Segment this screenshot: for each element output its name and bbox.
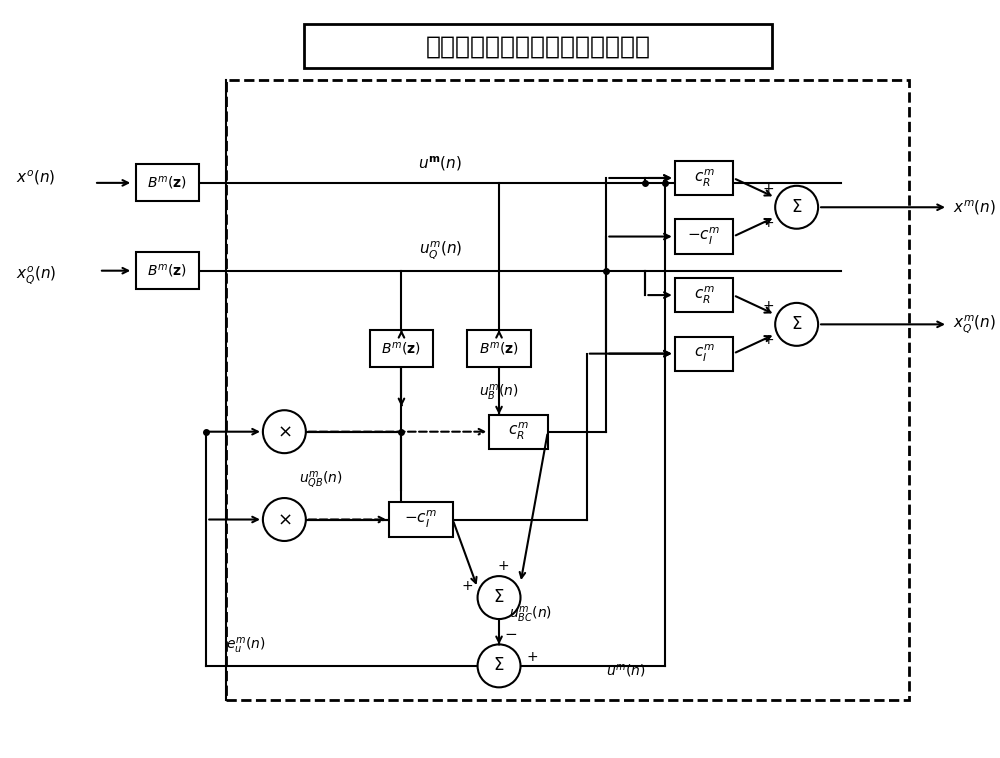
Text: +: + xyxy=(762,216,774,230)
Text: $e^m_u(n)$: $e^m_u(n)$ xyxy=(226,636,265,656)
Text: $+$: $+$ xyxy=(526,650,538,664)
Text: $\Sigma$: $\Sigma$ xyxy=(493,657,505,675)
Text: $c^m_R$: $c^m_R$ xyxy=(694,168,714,189)
Circle shape xyxy=(263,410,306,453)
FancyBboxPatch shape xyxy=(675,220,733,254)
Text: $\times$: $\times$ xyxy=(277,510,292,528)
FancyBboxPatch shape xyxy=(675,161,733,195)
Circle shape xyxy=(478,644,521,688)
Text: $x^o_Q(n)$: $x^o_Q(n)$ xyxy=(16,265,56,287)
Text: $-$: $-$ xyxy=(504,625,517,640)
Text: 窄带带通滤波相位差自适应补偿器: 窄带带通滤波相位差自适应补偿器 xyxy=(426,34,651,58)
Text: $\Sigma$: $\Sigma$ xyxy=(791,316,802,333)
FancyBboxPatch shape xyxy=(675,337,733,371)
Text: $B^m(\mathbf{z})$: $B^m(\mathbf{z})$ xyxy=(147,262,187,279)
Text: +: + xyxy=(762,182,774,196)
FancyBboxPatch shape xyxy=(467,330,531,368)
Text: $x^o(n)$: $x^o(n)$ xyxy=(16,169,55,187)
Circle shape xyxy=(263,498,306,541)
Text: $B^m(\mathbf{z})$: $B^m(\mathbf{z})$ xyxy=(147,174,187,191)
Text: $\Sigma$: $\Sigma$ xyxy=(791,199,802,216)
Circle shape xyxy=(775,186,818,229)
FancyBboxPatch shape xyxy=(136,164,199,202)
Text: $c^m_R$: $c^m_R$ xyxy=(694,284,714,305)
Text: $u^m_Q(n)$: $u^m_Q(n)$ xyxy=(419,240,462,261)
FancyBboxPatch shape xyxy=(675,278,733,312)
Text: $u^m_{QB}(n)$: $u^m_{QB}(n)$ xyxy=(299,470,343,490)
Text: $-c^m_I$: $-c^m_I$ xyxy=(404,509,438,530)
Text: $u^m_B(n)$: $u^m_B(n)$ xyxy=(479,383,519,403)
Text: $x^m_Q(n)$: $x^m_Q(n)$ xyxy=(953,314,996,335)
Text: +: + xyxy=(762,333,774,347)
Text: $B^m(\mathbf{z})$: $B^m(\mathbf{z})$ xyxy=(381,340,421,357)
Text: +: + xyxy=(497,559,509,573)
Text: $u^m_{BC}(n)$: $u^m_{BC}(n)$ xyxy=(509,606,552,625)
Text: $u^{\mathbf{m}}(n)$: $u^{\mathbf{m}}(n)$ xyxy=(418,155,463,173)
Text: $x^m(n)$: $x^m(n)$ xyxy=(953,198,996,217)
FancyBboxPatch shape xyxy=(389,503,453,537)
FancyBboxPatch shape xyxy=(136,252,199,290)
FancyBboxPatch shape xyxy=(304,24,772,68)
Text: $c^m_R$: $c^m_R$ xyxy=(508,421,529,442)
Text: $B^m(\mathbf{z})$: $B^m(\mathbf{z})$ xyxy=(479,340,519,357)
Text: +: + xyxy=(462,579,474,593)
Text: $c^m_I$: $c^m_I$ xyxy=(694,343,714,364)
FancyBboxPatch shape xyxy=(370,330,433,368)
Circle shape xyxy=(478,576,521,619)
Text: $u^m(n)$: $u^m(n)$ xyxy=(606,662,646,679)
Text: $\times$: $\times$ xyxy=(277,423,292,440)
Text: $-c^m_I$: $-c^m_I$ xyxy=(687,226,721,247)
Text: +: + xyxy=(762,299,774,313)
Text: $\Sigma$: $\Sigma$ xyxy=(493,589,505,606)
FancyBboxPatch shape xyxy=(489,415,548,449)
Circle shape xyxy=(775,303,818,346)
